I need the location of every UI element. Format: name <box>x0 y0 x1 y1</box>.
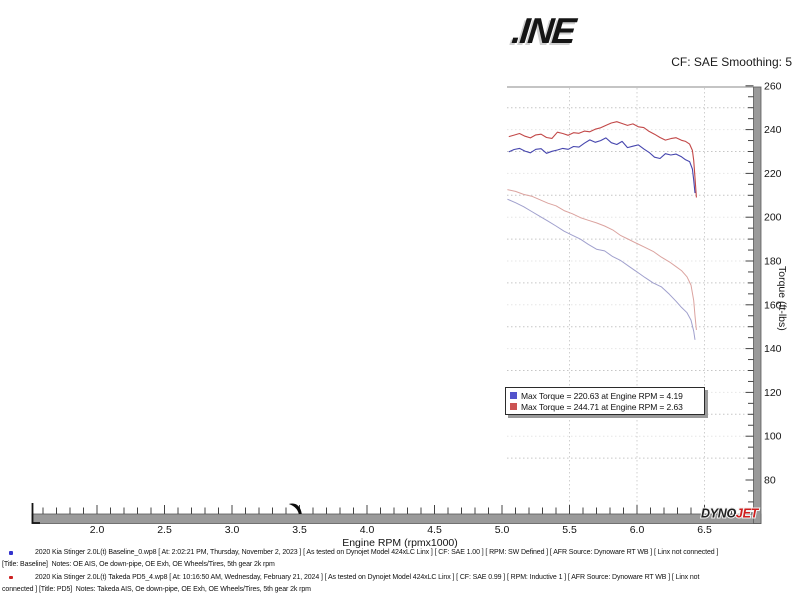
legend-swatch-blue <box>510 392 517 399</box>
chart-legend: Max Torque = 220.63 at Engine RPM = 4.19… <box>505 387 705 415</box>
x-tick-label: 3.0 <box>225 524 240 536</box>
x-axis-title: Engine RPM (rpmx1000) <box>342 537 458 549</box>
legend-item-pd5: Max Torque = 244.71 at Engine RPM = 2.63 <box>510 401 700 412</box>
run-info-line: [Title: Baseline] Notes: OE AIS, Oe down… <box>2 561 275 569</box>
run-entry-baseline: 2020 Kia Stinger 2.0L(t) Baseline_0.wp8 … <box>2 547 799 572</box>
dynojet-logo: DYNOJET <box>701 507 760 521</box>
legend-swatch-red <box>510 403 517 410</box>
torque-curves <box>507 121 697 340</box>
smoothing-status-label: CF: SAE Smoothing: 5 <box>671 55 792 69</box>
legend-text-pd5: Max Torque = 244.71 at Engine RPM = 2.63 <box>521 401 683 412</box>
x-tick-label: 6.5 <box>697 524 712 536</box>
y-tick-label: 220 <box>764 168 782 180</box>
y-tick-label: 100 <box>764 431 782 443</box>
y-axis-ticks: 80 100 120 140 160 180 200 220 240 260 Torque (ft-… <box>745 80 788 514</box>
axis-origin-cap <box>31 503 40 524</box>
y-tick-label: 120 <box>764 387 782 399</box>
y-tick-label: 80 <box>764 475 776 487</box>
run-bullet-red <box>9 575 13 580</box>
y-tick-label: 140 <box>764 343 782 355</box>
legend-text-baseline: Max Torque = 220.63 at Engine RPM = 4.19 <box>521 390 683 401</box>
x-tick-label: 4.0 <box>360 524 375 536</box>
curve-pd5-secondary-red-faint <box>507 189 697 331</box>
x-tick-label: 4.5 <box>427 524 442 536</box>
y-tick-label: 160 <box>764 299 782 311</box>
x-tick-label: 2.0 <box>90 524 105 536</box>
run-info-line: 2020 Kia Stinger 2.0L(t) Baseline_0.wp8 … <box>35 549 719 556</box>
legend-item-baseline: Max Torque = 220.63 at Engine RPM = 4.19 <box>510 390 700 401</box>
torque-chart-plot[interactable]: 2.0 2.5 3.0 3.5 4.0 4.5 5.0 5.5 6.0 6.5 Engine RPM… <box>0 0 800 560</box>
x-tick-label: 6.0 <box>630 524 645 536</box>
y-axis-bar[interactable] <box>753 86 762 524</box>
x-tick-label: 2.5 <box>157 524 172 536</box>
curve-pd5-torque-red <box>508 121 697 198</box>
run-bullet-blue <box>9 551 13 555</box>
cursor-flag-marker[interactable] <box>288 503 302 514</box>
y-tick-label: 240 <box>764 124 782 136</box>
y-tick-label: 200 <box>764 212 782 224</box>
run-info-line: 2020 Kia Stinger 2.0L(t) Takeda PD5_4.wp… <box>35 573 700 581</box>
x-tick-label: 5.5 <box>562 524 577 536</box>
curve-baseline-torque-blue <box>508 137 696 194</box>
gridlines <box>507 86 754 513</box>
x-axis-ticks: 2.0 2.5 3.0 3.5 4.0 4.5 5.0 5.5 6.0 6.5 Engine RPM… <box>42 505 746 549</box>
x-tick-label: 5.0 <box>495 524 510 536</box>
run-info-block: 2020 Kia Stinger 2.0L(t) Baseline_0.wp8 … <box>2 547 799 597</box>
run-info-line: connected ] [Title: PD5] Notes: Takeda A… <box>2 586 311 594</box>
y-axis-title: Torque (ft-lbs) <box>776 266 788 331</box>
y-tick-label: 260 <box>764 80 782 92</box>
y-tick-label: 180 <box>764 256 782 268</box>
x-tick-label: 3.5 <box>292 524 307 536</box>
curve-baseline-secondary-blue-faint <box>507 198 696 340</box>
run-entry-pd5: 2020 Kia Stinger 2.0L(t) Takeda PD5_4.wp… <box>2 572 799 597</box>
x-axis-bar[interactable] <box>31 513 762 524</box>
